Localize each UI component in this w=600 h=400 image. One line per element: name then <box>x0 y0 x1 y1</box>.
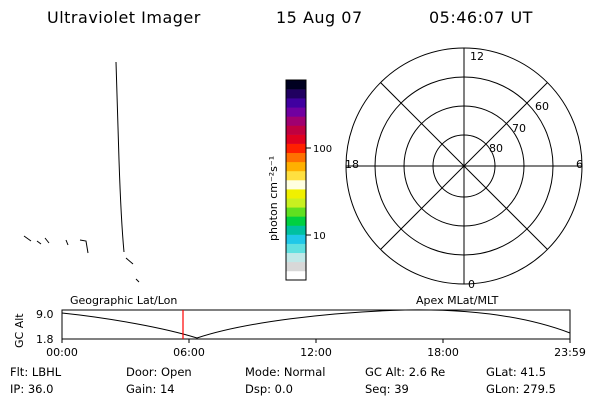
color-scale-segment <box>286 261 306 272</box>
color-scale-segment <box>286 98 306 108</box>
color-scale-segment <box>286 152 306 163</box>
color-scale-bar <box>286 80 306 281</box>
color-scale-frame <box>285 79 307 281</box>
y-tick-9: 9.0 <box>36 308 54 321</box>
x-tick-2359: 23:59 <box>554 346 586 359</box>
info-glon: GLon: 279.5 <box>486 382 556 396</box>
color-scale-segment <box>286 216 306 226</box>
info-door: Door: Open <box>126 365 192 379</box>
time-label: 05:46:07 UT <box>429 8 533 27</box>
mlt-label-18: 18 <box>345 158 359 171</box>
color-scale-segment <box>286 207 306 217</box>
lat-label-70: 70 <box>512 122 526 135</box>
color-scale-segment <box>286 161 306 172</box>
info-ip: IP: 36.0 <box>10 382 54 396</box>
colorbar-unit-label: photon cm⁻²s⁻¹ <box>267 156 280 241</box>
color-scale-segment <box>286 143 306 154</box>
color-scale-segment <box>286 116 306 126</box>
date-label: 15 Aug 07 <box>276 8 363 27</box>
geographic-limb-trace <box>23 61 140 283</box>
color-scale-segment <box>286 107 306 117</box>
color-scale-segment <box>286 270 306 281</box>
instrument-title: Ultraviolet Imager <box>47 8 201 27</box>
color-scale-segment <box>286 234 306 244</box>
color-scale-segment <box>286 189 306 199</box>
mlt-label-12: 12 <box>470 50 484 63</box>
geographic-latlon-title: Geographic Lat/Lon <box>70 294 177 307</box>
info-glat: GLat: 41.5 <box>486 365 547 379</box>
info-dsp: Dsp: 0.0 <box>245 382 293 396</box>
lat-label-60: 60 <box>535 100 549 113</box>
color-scale-segment <box>286 198 306 208</box>
info-flt: Flt: LBHL <box>10 365 62 379</box>
mlt-label-6: 6 <box>576 158 583 171</box>
altitude-x-ticks <box>61 339 571 343</box>
info-gain: Gain: 14 <box>126 382 175 396</box>
apex-mlat-mlt-title: Apex MLat/MLT <box>416 294 499 307</box>
polar-diagonal-2 <box>380 82 548 250</box>
color-scale-segment <box>286 252 306 263</box>
lat-label-80: 80 <box>489 142 503 155</box>
x-tick-0000: 00:00 <box>46 346 78 359</box>
color-scale-segment <box>286 170 306 181</box>
x-tick-1200: 12:00 <box>300 346 332 359</box>
info-mode: Mode: Normal <box>245 365 326 379</box>
gc-alt-axis-label: GC Alt <box>13 313 26 348</box>
polar-grid <box>345 47 583 285</box>
y-tick-1-8: 1.8 <box>36 333 54 346</box>
color-scale-segment <box>286 225 306 235</box>
color-scale-segment <box>286 134 306 144</box>
colorbar-tick-100: 100 <box>313 144 332 155</box>
color-scale-segment <box>286 243 306 254</box>
mlt-label-0: 0 <box>468 278 475 291</box>
x-tick-0600: 06:00 <box>173 346 205 359</box>
color-scale-segment <box>286 80 306 90</box>
color-scale-segment <box>286 180 306 190</box>
color-scale-segment <box>286 125 306 135</box>
info-gc-alt: GC Alt: 2.6 Re <box>365 365 446 379</box>
colorbar-tick-10: 10 <box>313 231 326 242</box>
x-tick-1800: 18:00 <box>427 346 459 359</box>
color-scale-segment <box>286 89 306 99</box>
altitude-curve <box>61 309 571 339</box>
info-seq: Seq: 39 <box>365 382 409 396</box>
